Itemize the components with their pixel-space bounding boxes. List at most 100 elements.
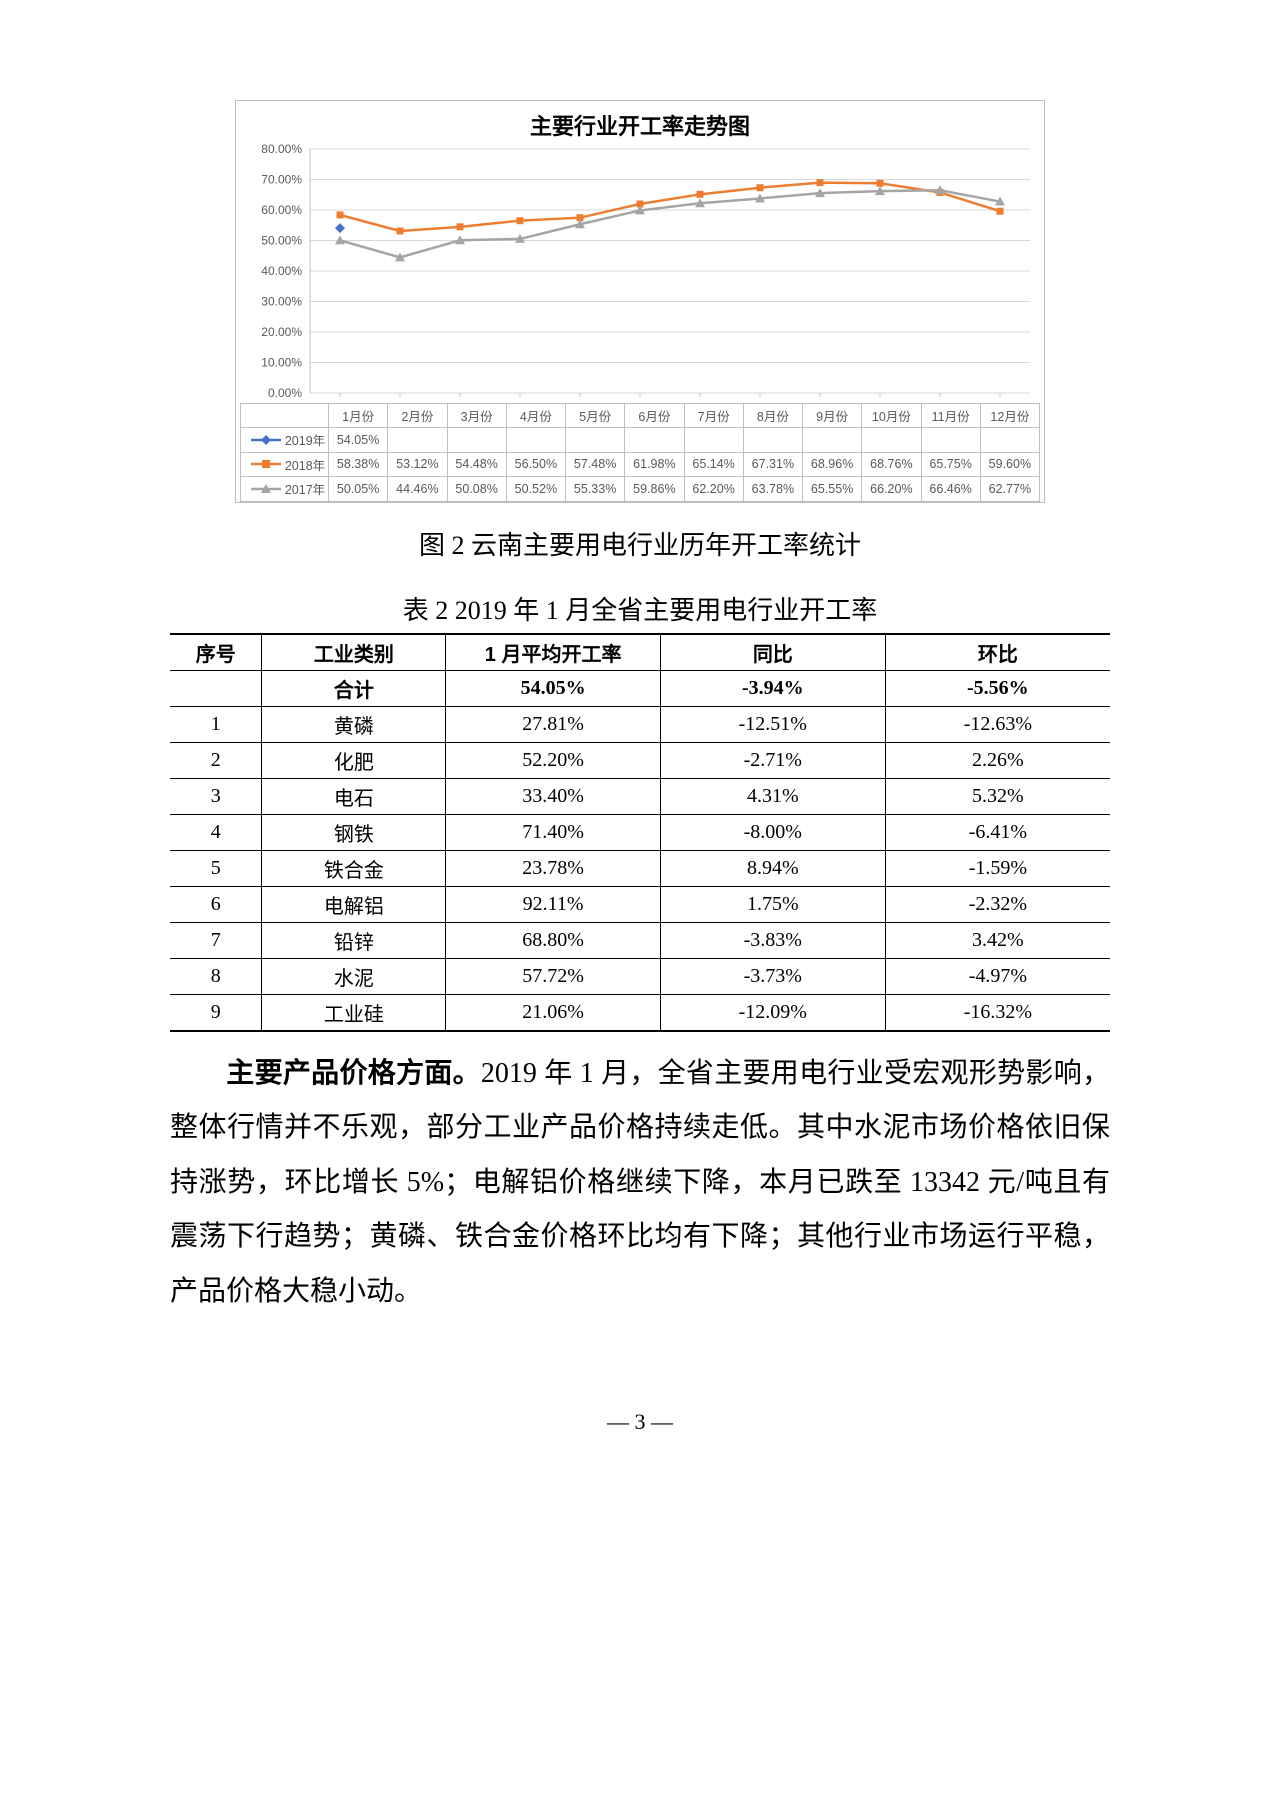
chart-svg: 0.00%10.00%20.00%30.00%40.00%50.00%60.00… (240, 143, 1040, 403)
svg-text:20.00%: 20.00% (261, 325, 302, 339)
legend-value-cell (684, 428, 743, 453)
table-cell: -12.63% (885, 706, 1110, 742)
legend-value-cell: 56.50% (506, 452, 565, 477)
legend-value-cell: 54.48% (447, 452, 506, 477)
table-cell: 2.26% (885, 742, 1110, 778)
legend-value-cell: 54.05% (329, 428, 388, 453)
table-cell: 92.11% (446, 886, 661, 922)
table-cell: 1.75% (660, 886, 885, 922)
legend-value-cell (625, 428, 684, 453)
legend-value-cell (921, 428, 980, 453)
table-cell: 水泥 (262, 958, 446, 994)
table-cell: 合计 (262, 670, 446, 706)
table-cell (170, 670, 262, 706)
legend-value-cell (980, 428, 1039, 453)
table-column-header: 工业类别 (262, 634, 446, 671)
legend-value-cell: 68.96% (803, 452, 862, 477)
table-row: 5铁合金23.78%8.94%-1.59% (170, 850, 1110, 886)
table-row: 1黄磷27.81%-12.51%-12.63% (170, 706, 1110, 742)
legend-value-cell: 62.77% (980, 477, 1039, 502)
price-paragraph: 主要产品价格方面。2019 年 1 月，全省主要用电行业受宏观形势影响，整体行情… (170, 1046, 1110, 1320)
paragraph-lead: 主要产品价格方面。 (226, 1057, 481, 1088)
table-cell: -3.94% (660, 670, 885, 706)
legend-month-header: 4月份 (506, 404, 565, 428)
legend-value-cell: 66.20% (862, 477, 921, 502)
table-row: 8水泥57.72%-3.73%-4.97% (170, 958, 1110, 994)
document-page: 主要行业开工率走势图 0.00%10.00%20.00%30.00%40.00%… (0, 0, 1280, 1515)
legend-month-header: 3月份 (447, 404, 506, 428)
table-cell: 27.81% (446, 706, 661, 742)
legend-value-cell (803, 428, 862, 453)
chart-plot-area: 0.00%10.00%20.00%30.00%40.00%50.00%60.00… (240, 143, 1040, 403)
legend-value-cell: 66.46% (921, 477, 980, 502)
legend-value-cell (447, 428, 506, 453)
table-column-header: 1 月平均开工率 (446, 634, 661, 671)
legend-value-cell: 58.38% (329, 452, 388, 477)
table-cell: 5 (170, 850, 262, 886)
svg-text:70.00%: 70.00% (261, 173, 302, 187)
table-cell: 33.40% (446, 778, 661, 814)
table-row: 2化肥52.20%-2.71%2.26% (170, 742, 1110, 778)
table-cell: 钢铁 (262, 814, 446, 850)
table-cell: 3.42% (885, 922, 1110, 958)
table-cell: -3.73% (660, 958, 885, 994)
legend-month-header: 12月份 (980, 404, 1039, 428)
table-cell: 电石 (262, 778, 446, 814)
legend-value-cell: 61.98% (625, 452, 684, 477)
table-cell: 5.32% (885, 778, 1110, 814)
table-cell: -2.71% (660, 742, 885, 778)
legend-value-cell (566, 428, 625, 453)
table-cell: -8.00% (660, 814, 885, 850)
legend-value-cell: 59.60% (980, 452, 1039, 477)
table-cell: 2 (170, 742, 262, 778)
legend-series-row: 2018年58.38%53.12%54.48%56.50%57.48%61.98… (241, 452, 1040, 477)
table-column-header: 同比 (660, 634, 885, 671)
table-column-header: 环比 (885, 634, 1110, 671)
table-cell: 1 (170, 706, 262, 742)
table-cell: 4 (170, 814, 262, 850)
table-cell: 8 (170, 958, 262, 994)
legend-month-header: 7月份 (684, 404, 743, 428)
legend-value-cell: 50.08% (447, 477, 506, 502)
table-cell: 54.05% (446, 670, 661, 706)
table-row: 3电石33.40%4.31%5.32% (170, 778, 1110, 814)
legend-value-cell: 65.55% (803, 477, 862, 502)
table-cell: 68.80% (446, 922, 661, 958)
legend-value-cell: 50.52% (506, 477, 565, 502)
legend-series-row: 2019年54.05% (241, 428, 1040, 453)
legend-value-cell: 55.33% (566, 477, 625, 502)
legend-value-cell (388, 428, 447, 453)
legend-value-cell: 44.46% (388, 477, 447, 502)
table-cell: -1.59% (885, 850, 1110, 886)
legend-value-cell (506, 428, 565, 453)
table-row: 合计54.05%-3.94%-5.56% (170, 670, 1110, 706)
table-cell: 6 (170, 886, 262, 922)
legend-month-header: 2月份 (388, 404, 447, 428)
svg-text:50.00%: 50.00% (261, 234, 302, 248)
page-number: — 3 — (170, 1409, 1110, 1435)
table-cell: -2.32% (885, 886, 1110, 922)
table-cell: 铅锌 (262, 922, 446, 958)
legend-value-cell: 68.76% (862, 452, 921, 477)
legend-value-cell (862, 428, 921, 453)
table-cell: 52.20% (446, 742, 661, 778)
table-cell: 黄磷 (262, 706, 446, 742)
svg-text:80.00%: 80.00% (261, 143, 302, 156)
table-cell: 23.78% (446, 850, 661, 886)
svg-text:0.00%: 0.00% (268, 386, 302, 400)
table-cell: 电解铝 (262, 886, 446, 922)
legend-value-cell: 57.48% (566, 452, 625, 477)
table-cell: 9 (170, 994, 262, 1031)
legend-value-cell: 67.31% (743, 452, 802, 477)
legend-month-header: 5月份 (566, 404, 625, 428)
legend-value-cell: 53.12% (388, 452, 447, 477)
table-row: 7铅锌68.80%-3.83%3.42% (170, 922, 1110, 958)
chart-legend-data-table: 1月份2月份3月份4月份5月份6月份7月份8月份9月份10月份11月份12月份 … (240, 403, 1040, 502)
legend-month-header: 6月份 (625, 404, 684, 428)
table-column-header: 序号 (170, 634, 262, 671)
table-cell: 71.40% (446, 814, 661, 850)
legend-value-cell: 65.14% (684, 452, 743, 477)
legend-value-cell: 62.20% (684, 477, 743, 502)
legend-month-header: 8月份 (743, 404, 802, 428)
legend-month-header: 10月份 (862, 404, 921, 428)
